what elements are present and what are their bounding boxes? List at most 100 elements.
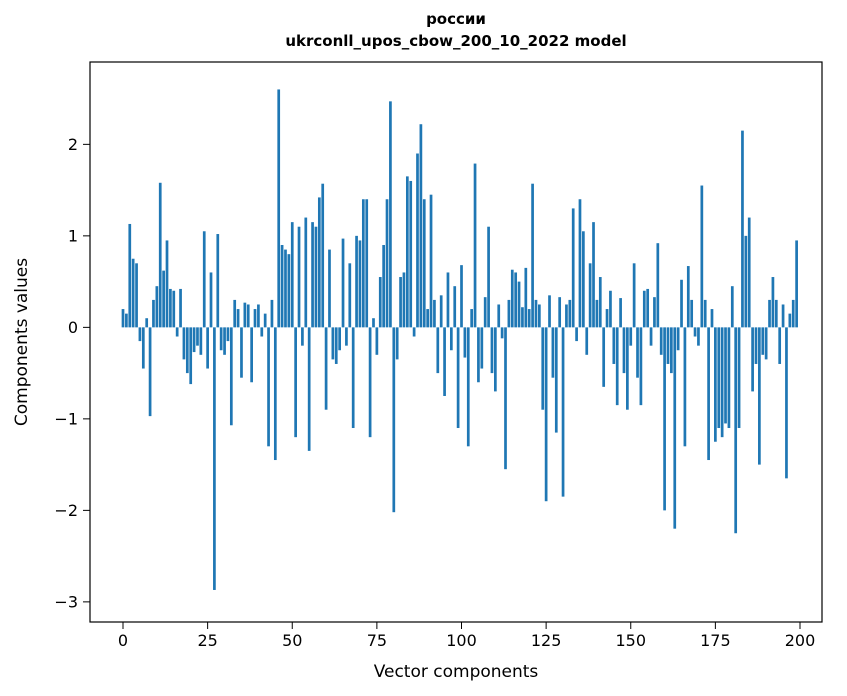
bar [585,327,589,355]
bar [592,222,595,328]
bar [165,240,169,328]
bar [565,304,568,328]
bar [602,327,606,387]
bar [294,327,297,438]
bar [131,258,135,328]
bar [141,327,145,369]
bar [135,263,138,328]
bar [636,327,639,378]
bar [307,327,311,451]
bar [538,304,541,328]
bar [267,327,270,447]
bar [392,327,396,513]
x-axis-ticks: 0 25 50 75 100 125 150 175 200 [118,622,815,650]
bar [490,327,494,374]
bar [422,199,426,328]
bar [531,183,534,328]
bar [219,327,223,351]
bar [395,327,399,360]
bar [524,267,528,328]
bar [510,269,514,328]
bar [206,327,209,369]
bar [355,235,358,328]
bar [429,194,433,328]
bar [778,327,782,364]
bar [260,327,264,337]
bar [544,327,548,502]
x-tick-label: 25 [197,631,217,650]
bar [152,299,155,328]
bar [707,327,710,461]
bar [686,266,690,328]
bar [399,277,402,328]
bar [416,153,419,328]
bar [287,254,291,328]
bar [703,299,707,328]
chart-title-block: россии ukrconll_upos_cbow_200_10_2022 mo… [90,8,822,52]
bar [781,304,785,328]
bar [155,286,159,328]
bar [297,226,301,328]
bar [504,327,507,470]
bar [575,327,578,342]
bar [233,299,237,328]
bar [795,240,798,328]
bar [527,309,531,328]
bar [162,270,165,328]
bar [321,183,325,328]
bar [717,327,721,429]
bar [582,231,585,328]
y-tick-label: 0 [68,318,78,337]
bar [500,327,504,339]
bar [680,279,683,328]
bar [578,199,582,328]
bar [727,327,731,429]
bar [764,327,768,360]
bar [138,327,142,342]
bar [730,286,734,328]
bar [473,163,477,328]
bar [598,277,602,328]
bar [521,307,524,328]
bar [639,327,643,406]
bar [791,299,795,328]
bar [185,327,189,374]
bar [182,327,186,360]
bar [758,327,761,465]
x-tick-label: 150 [615,631,646,650]
bar [270,299,274,328]
x-tick-label: 175 [700,631,731,650]
bar [290,222,294,328]
chart-subtitle: ukrconll_upos_cbow_200_10_2022 model [285,32,627,50]
bar [240,327,243,378]
bar [700,185,704,328]
bar [226,327,230,342]
bar [223,327,226,355]
bar [744,235,748,328]
x-tick-label: 200 [785,631,816,650]
bar [571,208,575,328]
bar [771,277,775,328]
bar [351,327,355,429]
bar [348,263,352,328]
bar [514,272,518,328]
bar [754,327,758,364]
bar [768,299,771,328]
bar [456,327,460,429]
bar [128,223,132,328]
y-tick-label: −2 [54,501,78,520]
bar [659,327,663,355]
bar [216,234,220,328]
bar [304,217,308,328]
bar [551,327,555,378]
x-tick-label: 125 [531,631,562,650]
bar [534,299,538,328]
bar [145,318,149,328]
bar [683,327,687,447]
bar [629,327,633,346]
bar [693,327,697,337]
bar [605,309,609,328]
bar [463,327,467,358]
bar [568,299,572,328]
